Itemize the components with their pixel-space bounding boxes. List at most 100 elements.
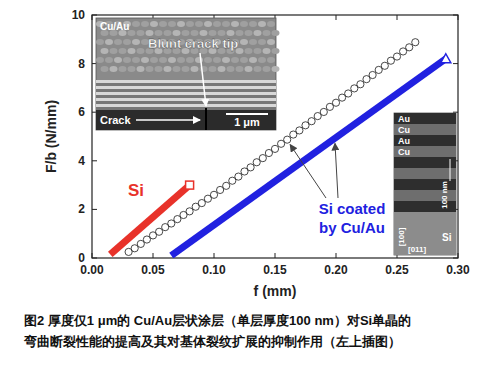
- x-tick: [92, 253, 93, 258]
- sem-texture: [101, 66, 109, 72]
- sem-texture: [119, 66, 127, 72]
- y-tick: [453, 258, 458, 259]
- data-point: [259, 155, 266, 162]
- tem-layer: [394, 113, 456, 124]
- caption: 弯曲断裂性能的提高及其对基体裂纹扩展的抑制作用（左上插图）: [23, 334, 401, 349]
- series-label: Si: [128, 181, 144, 200]
- plot-frame: [92, 15, 458, 258]
- sem-texture: [245, 48, 253, 54]
- x-tick: [92, 15, 93, 20]
- sem-texture: [213, 21, 221, 27]
- x-tick: [214, 253, 215, 258]
- tem-substrate: [394, 212, 456, 255]
- sem-texture: [155, 66, 163, 72]
- sem-layer: [96, 92, 276, 95]
- sem-texture: [177, 21, 185, 27]
- sem-texture: [272, 30, 280, 36]
- sem-texture: [146, 66, 154, 72]
- sem-texture: [110, 48, 118, 54]
- x-tick-label: 0.15: [263, 263, 287, 277]
- x-tick-label: 0.05: [141, 263, 165, 277]
- sem-texture: [245, 30, 253, 36]
- y-tick-label: 8: [78, 57, 85, 71]
- sem-texture: [254, 48, 262, 54]
- sem-texture: [213, 57, 221, 63]
- sem-texture: [150, 21, 158, 27]
- y-tick: [92, 258, 97, 259]
- data-point: [369, 71, 376, 78]
- tem-background: [394, 113, 456, 255]
- x-axis-label: f (mm): [254, 283, 297, 299]
- plot-area: [110, 39, 451, 256]
- sem-texture: [141, 57, 149, 63]
- sem-texture: [249, 39, 257, 45]
- caption: 图2 厚度仅1 μm的 Cu/Au层状涂层（单层厚度100 nm）对Si单晶的: [24, 313, 411, 328]
- inset-label: [100]: [397, 227, 406, 246]
- inset-label: 1 μm: [234, 116, 260, 128]
- x-tick: [153, 253, 154, 258]
- sem-texture: [249, 21, 257, 27]
- tem-layer: [394, 146, 456, 157]
- sem-background: [96, 18, 276, 130]
- sem-texture: [159, 21, 167, 27]
- data-point: [357, 81, 364, 88]
- sem-layer: [96, 86, 276, 89]
- inset-scale-bar: [226, 113, 268, 115]
- y-tick: [453, 15, 458, 16]
- sem-texture: [240, 57, 248, 63]
- inset-label: Blunt crack tip: [148, 36, 238, 51]
- sem-texture: [141, 21, 149, 27]
- sem-layer: [96, 83, 276, 86]
- inset-label: Cu/Au: [100, 21, 129, 32]
- end-marker: [186, 181, 194, 189]
- sem-texture: [186, 57, 194, 63]
- sem-texture: [132, 57, 140, 63]
- sem-texture: [96, 39, 104, 45]
- tem-inset: AuCuAuCu100 nmSi[100][011]: [394, 113, 456, 255]
- sem-texture: [195, 57, 203, 63]
- sem-layer: [96, 107, 276, 110]
- x-tick: [336, 253, 337, 258]
- sem-texture: [263, 30, 271, 36]
- annotation-arrow: [335, 143, 338, 198]
- sem-texture: [254, 66, 262, 72]
- sem-texture: [240, 39, 248, 45]
- sem-texture: [258, 39, 266, 45]
- sem-texture: [204, 57, 212, 63]
- inset-label: Cu: [398, 125, 410, 135]
- x-tick: [275, 253, 276, 258]
- sem-texture: [132, 39, 140, 45]
- data-point: [210, 191, 217, 198]
- sem-texture: [101, 48, 109, 54]
- data-point: [284, 136, 291, 143]
- y-tick-label: 6: [78, 105, 85, 119]
- sem-texture: [272, 66, 280, 72]
- sem-texture: [114, 39, 122, 45]
- y-tick-label: 10: [72, 8, 86, 22]
- sem-layer: [96, 98, 276, 101]
- sem-texture: [110, 66, 118, 72]
- sem-texture: [123, 57, 131, 63]
- data-point: [406, 44, 413, 51]
- data-point: [345, 90, 352, 97]
- inset-label: Si: [442, 232, 452, 243]
- x-tick: [336, 15, 337, 20]
- series-label: Si coatedby Cu/Au: [319, 200, 386, 236]
- inset-label: Cu: [398, 147, 410, 157]
- inset-label: [011]: [408, 245, 427, 254]
- x-tick-label: 0.30: [446, 263, 470, 277]
- sem-texture: [200, 66, 208, 72]
- sem-substrate: [96, 110, 276, 130]
- data-point: [393, 53, 400, 60]
- sem-texture: [191, 66, 199, 72]
- data-point: [271, 145, 278, 152]
- y-axis-label: F/b (N/mm): [43, 100, 59, 173]
- sem-texture: [168, 21, 176, 27]
- x-tick-label: 0.10: [202, 263, 226, 277]
- sem-texture: [218, 66, 226, 72]
- sem-texture: [263, 66, 271, 72]
- sem-texture: [249, 57, 257, 63]
- y-tick: [92, 209, 97, 210]
- series-label-line: Si coated: [319, 200, 386, 217]
- sem-texture: [128, 66, 136, 72]
